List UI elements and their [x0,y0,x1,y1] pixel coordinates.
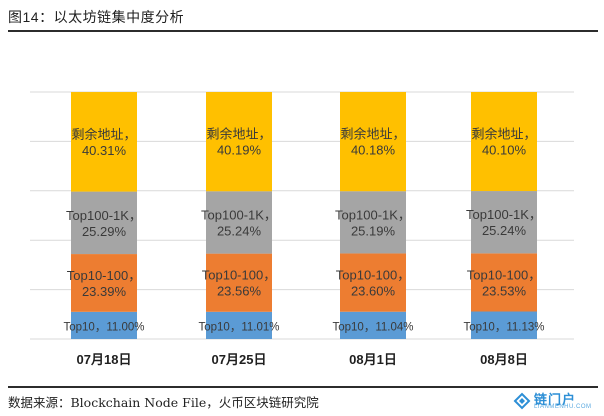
data-label: 剩余地址， 40.31% [71,127,136,158]
data-label: Top10，11.01% [199,321,280,333]
bar-segment---1 [206,92,272,192]
data-label: Top10-100， 23.39% [67,268,141,299]
data-label: Top10-100， 23.56% [202,268,276,299]
bar-segment-top10-0 [71,311,137,339]
site-logo: 链门户 LIANMENHU.COM [512,389,600,413]
stacked-bar-chart: Top10，11.00% Top10-100， 23.39% Top100-1K， 25… [30,91,574,367]
data-label: Top10，11.13% [464,321,545,333]
x-tick-label: 07月18日 [77,352,132,367]
data-label: 剩余地址， 40.19% [206,127,271,158]
logo-subtext: LIANMENHU.COM [534,404,592,410]
x-tick-label: 08月8日 [480,352,528,367]
chain-link-icon [513,392,531,410]
source-note: 数据来源：Blockchain Node File，火币区块链研究院 [8,395,319,410]
bar-segment-top100-1k-0 [71,191,137,255]
data-label: Top10-100， 23.60% [336,268,410,299]
bar-segment-top10-1 [206,311,272,339]
figure-title: 图14：以太坊链集中度分析 [8,9,185,25]
x-tick-label: 07月25日 [212,352,267,367]
bottom-rule [8,386,598,388]
data-label: Top10，11.04% [333,321,414,333]
data-label: Top10，11.00% [64,321,145,333]
data-label: 剩余地址， 40.18% [340,127,405,158]
bar-segment-top10-100-1 [206,253,272,312]
logo-text: 链门户 [534,392,577,407]
data-label: 剩余地址， 40.10% [471,127,536,158]
bar-segment-top100-1k-3 [471,191,537,254]
bar-segment-top100-1k-2 [340,191,406,254]
data-label: Top100-1K， 25.19% [335,207,411,238]
data-label: Top100-1K， 25.24% [201,207,277,238]
bar-segment-top100-1k-1 [206,191,272,254]
bar-segment-top10-3 [471,311,537,339]
data-label: Top100-1K， 25.29% [66,208,142,239]
bar-segment-top10-2 [340,311,406,339]
bar-segment---3 [471,92,537,192]
top-rule [8,30,598,32]
x-tick-label: 08月1日 [349,352,397,367]
bar-segment-top10-100-0 [71,254,137,312]
bar-segment---0 [71,92,137,192]
data-label: Top10-100， 23.53% [467,267,541,298]
bar-segment-top10-100-3 [471,253,537,312]
bar-segment-top10-100-2 [340,253,406,312]
data-label: Top100-1K， 25.24% [466,207,542,238]
bar-segment---2 [340,91,406,192]
